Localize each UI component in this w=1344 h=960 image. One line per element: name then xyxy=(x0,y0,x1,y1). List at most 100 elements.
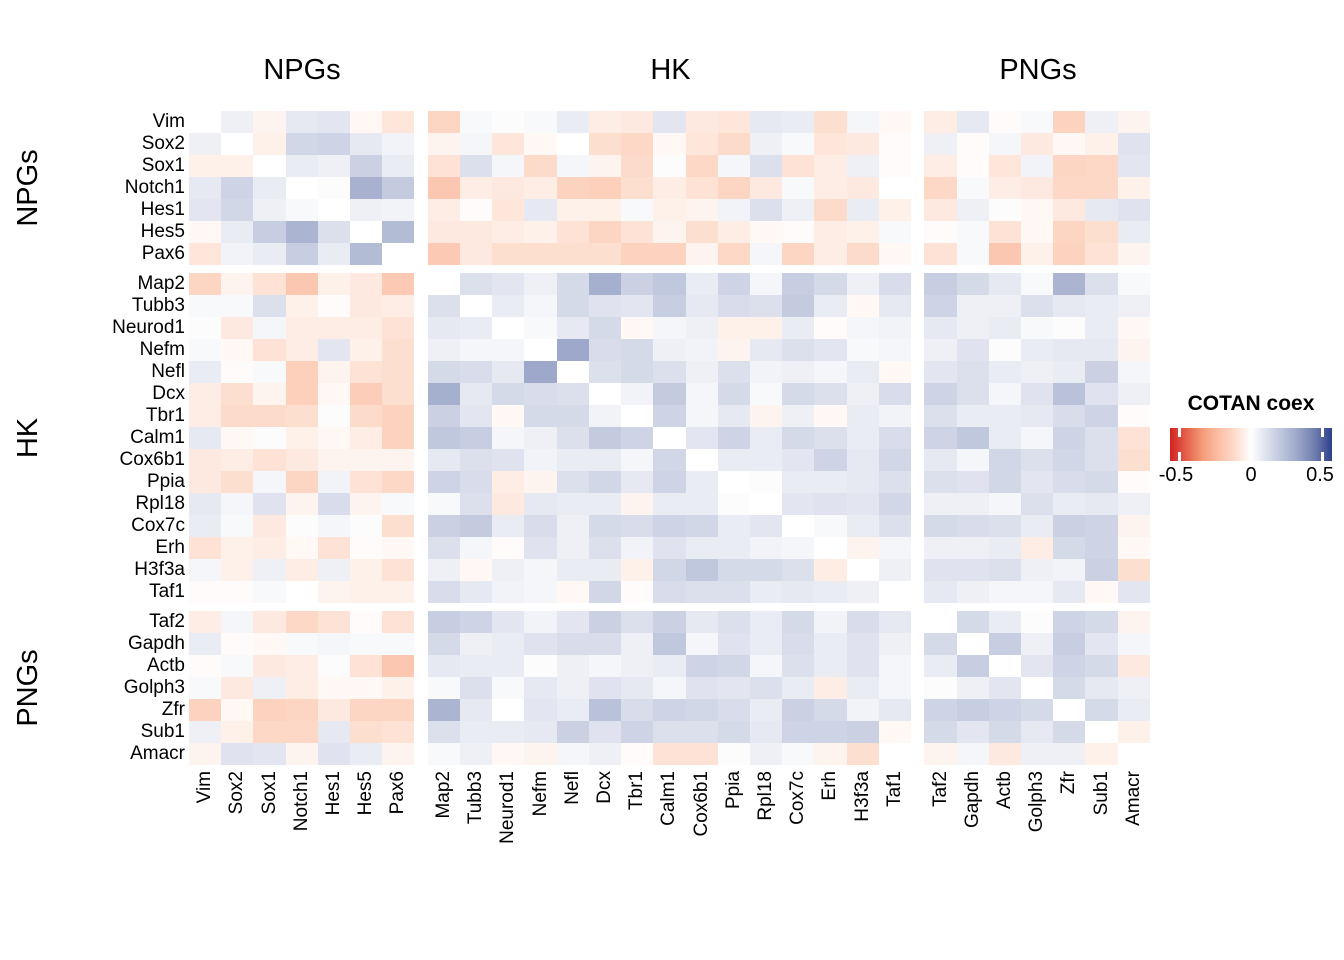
heatmap-cell-Ppia-Cox7c xyxy=(782,471,814,493)
heatmap-cell-Amacr-Taf1 xyxy=(879,743,911,765)
heatmap-cell-Amacr-Sox2 xyxy=(221,743,253,765)
heatmap-cell-Actb-Amacr xyxy=(1118,655,1150,677)
heatmap-cell-Sox1-Neurod1 xyxy=(492,155,524,177)
heatmap-cell-Neurod1-Neurod1 xyxy=(492,317,524,339)
heatmap-cell-Neurod1-Cox7c xyxy=(782,317,814,339)
heatmap-cell-H3f3a-Rpl18 xyxy=(750,559,782,581)
heatmap-cell-H3f3a-Nefm xyxy=(524,559,557,581)
heatmap-cell-Vim-Cox6b1 xyxy=(686,111,718,133)
heatmap-cell-Nefm-Gapdh xyxy=(957,339,989,361)
heatmap-cell-Gapdh-Cox6b1 xyxy=(686,633,718,655)
heatmap-cell-Taf1-Sox1 xyxy=(253,581,286,603)
heatmap-cell-Sub1-Tbr1 xyxy=(621,721,653,743)
heatmap-cell-Neurod1-Taf2 xyxy=(924,317,957,339)
column-label-Zfr: Zfr xyxy=(1058,771,1079,795)
heatmap-cell-Cox6b1-Map2 xyxy=(428,449,460,471)
heatmap-cell-Pax6-Actb xyxy=(989,243,1021,265)
heatmap-cell-Sub1-Amacr xyxy=(1118,721,1150,743)
heatmap-cell-Erh-Tbr1 xyxy=(621,537,653,559)
column-label-Gapdh: Gapdh xyxy=(962,771,983,829)
heatmap-cell-Taf2-Vim xyxy=(189,611,221,633)
heatmap-cell-Cox7c-Hes5 xyxy=(350,515,382,537)
heatmap-cell-Dcx-Sox2 xyxy=(221,383,253,405)
heatmap-cell-Amacr-Sub1 xyxy=(1085,743,1118,765)
heatmap-cell-Cox6b1-Nefm xyxy=(524,449,557,471)
heatmap-cell-Taf1-Rpl18 xyxy=(750,581,782,603)
heatmap-cell-Sox1-Tbr1 xyxy=(621,155,653,177)
heatmap-cell-Dcx-Neurod1 xyxy=(492,383,524,405)
heatmap-cell-Tbr1-Pax6 xyxy=(382,405,414,427)
heatmap-cell-Tbr1-Rpl18 xyxy=(750,405,782,427)
heatmap-cell-Sub1-Map2 xyxy=(428,721,460,743)
heatmap-cell-Nefm-Amacr xyxy=(1118,339,1150,361)
heatmap-cell-Amacr-Cox6b1 xyxy=(686,743,718,765)
heatmap-cell-Rpl18-Amacr xyxy=(1118,493,1150,515)
heatmap-cell-Sox2-Tubb3 xyxy=(460,133,492,155)
heatmap-cell-Amacr-Cox7c xyxy=(782,743,814,765)
heatmap-cell-Neurod1-Calm1 xyxy=(653,317,686,339)
heatmap-cell-Sub1-Cox6b1 xyxy=(686,721,718,743)
row-label-Golph3: Golph3 xyxy=(123,677,185,698)
row-label-Tbr1: Tbr1 xyxy=(145,405,185,426)
heatmap-cell-Amacr-Rpl18 xyxy=(750,743,782,765)
heatmap-cell-Sox1-Ppia xyxy=(718,155,750,177)
heatmap-cell-Tbr1-Cox6b1 xyxy=(686,405,718,427)
heatmap-cell-Nefm-Sox1 xyxy=(253,339,286,361)
heatmap-cell-Calm1-Erh xyxy=(814,427,847,449)
heatmap-cell-Cox7c-Zfr xyxy=(1053,515,1085,537)
heatmap-cell-Taf2-Rpl18 xyxy=(750,611,782,633)
heatmap-cell-Nefl-Gapdh xyxy=(957,361,989,383)
heatmap-cell-Zfr-Tubb3 xyxy=(460,699,492,721)
heatmap-cell-Pax6-Nefl xyxy=(557,243,589,265)
heatmap-cell-Golph3-Pax6 xyxy=(382,677,414,699)
heatmap-cell-Notch1-Tubb3 xyxy=(460,177,492,199)
heatmap-cell-Hes5-Rpl18 xyxy=(750,221,782,243)
heatmap-cell-Calm1-Tbr1 xyxy=(621,427,653,449)
heatmap-cell-Taf1-Gapdh xyxy=(957,581,989,603)
heatmap-cell-Cox7c-Cox6b1 xyxy=(686,515,718,537)
heatmap-cell-Notch1-Vim xyxy=(189,177,221,199)
heatmap-cell-Zfr-Notch1 xyxy=(286,699,318,721)
heatmap-cell-Tubb3-Dcx xyxy=(589,295,621,317)
heatmap-cell-Sox1-Taf1 xyxy=(879,155,911,177)
heatmap-cell-Cox6b1-Rpl18 xyxy=(750,449,782,471)
heatmap-cell-Sox1-Cox7c xyxy=(782,155,814,177)
heatmap-cell-Tubb3-Nefl xyxy=(557,295,589,317)
heatmap-cell-Calm1-Hes5 xyxy=(350,427,382,449)
heatmap-cell-Sox1-Sox1 xyxy=(253,155,286,177)
heatmap-cell-Pax6-Zfr xyxy=(1053,243,1085,265)
heatmap-cell-Sox2-H3f3a xyxy=(847,133,879,155)
heatmap-cell-Nefl-Zfr xyxy=(1053,361,1085,383)
heatmap-cell-Amacr-Notch1 xyxy=(286,743,318,765)
heatmap-cell-Pax6-Dcx xyxy=(589,243,621,265)
heatmap-cell-Notch1-Map2 xyxy=(428,177,460,199)
heatmap-cell-H3f3a-Notch1 xyxy=(286,559,318,581)
heatmap-cell-Erh-Taf2 xyxy=(924,537,957,559)
heatmap-cell-Dcx-Nefl xyxy=(557,383,589,405)
heatmap-cell-Notch1-Tbr1 xyxy=(621,177,653,199)
heatmap-cell-Sox2-Rpl18 xyxy=(750,133,782,155)
heatmap-cell-Dcx-Hes5 xyxy=(350,383,382,405)
heatmap-cell-Notch1-Dcx xyxy=(589,177,621,199)
row-label-Actb: Actb xyxy=(146,655,185,676)
heatmap-cell-Actb-Erh xyxy=(814,655,847,677)
heatmap-cell-Cox7c-Map2 xyxy=(428,515,460,537)
heatmap-cell-Gapdh-Nefl xyxy=(557,633,589,655)
heatmap-cell-Gapdh-Nefm xyxy=(524,633,557,655)
heatmap-cell-Sox1-Sub1 xyxy=(1085,155,1118,177)
heatmap-cell-Sox1-Erh xyxy=(814,155,847,177)
heatmap-cell-Amacr-Actb xyxy=(989,743,1021,765)
heatmap-cell-Nefm-Erh xyxy=(814,339,847,361)
heatmap-cell-Map2-Actb xyxy=(989,273,1021,295)
column-label-Notch1: Notch1 xyxy=(291,771,312,832)
legend-label-max: 0.5 xyxy=(1306,464,1334,486)
column-label-Ppia: Ppia xyxy=(723,771,744,810)
heatmap-cell-Amacr-H3f3a xyxy=(847,743,879,765)
heatmap-cell-H3f3a-Vim xyxy=(189,559,221,581)
column-label-Tbr1: Tbr1 xyxy=(626,771,647,811)
heatmap-cell-Nefm-Sox2 xyxy=(221,339,253,361)
heatmap-cell-Sox1-Pax6 xyxy=(382,155,414,177)
heatmap-cell-Sub1-Cox7c xyxy=(782,721,814,743)
heatmap-cell-Nefl-Golph3 xyxy=(1021,361,1053,383)
heatmap-cell-Map2-Tbr1 xyxy=(621,273,653,295)
